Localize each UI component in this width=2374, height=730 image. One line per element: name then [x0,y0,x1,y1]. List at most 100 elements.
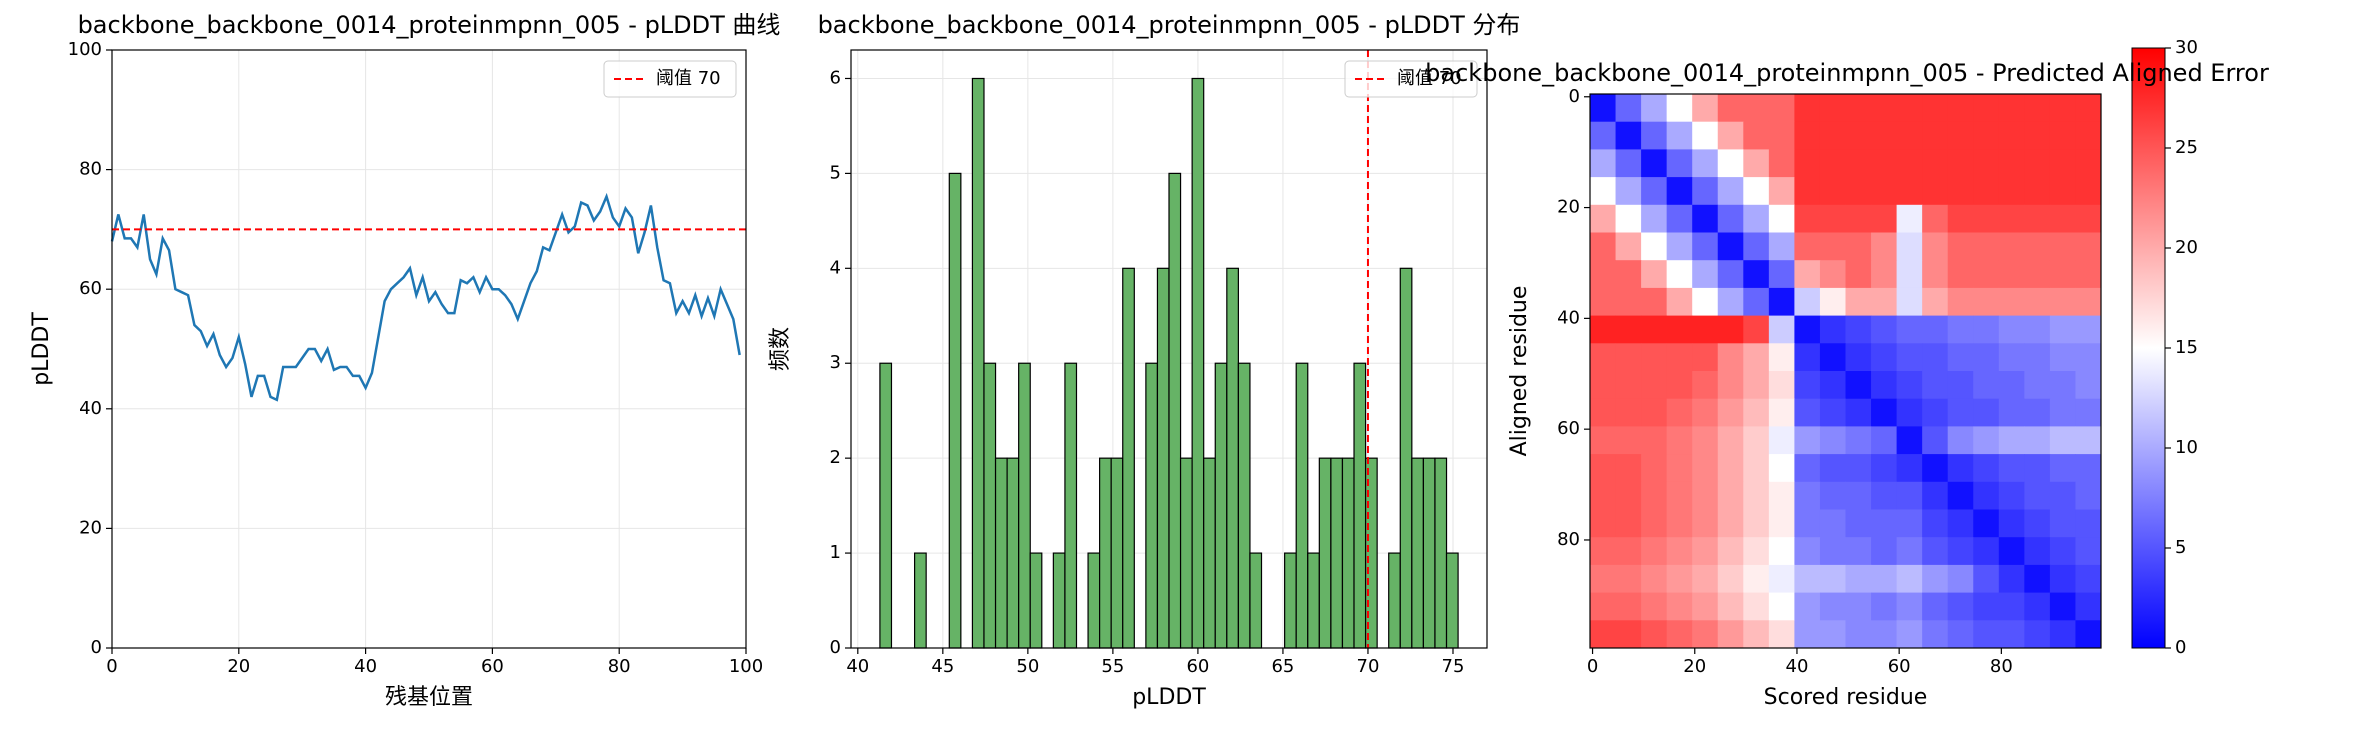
heatmap-cell [1615,177,1642,206]
heatmap-cell [1896,454,1923,483]
heatmap-cell [1692,537,1719,566]
heatmap-cell [1871,454,1898,483]
heatmap-cell [1641,509,1668,538]
heatmap-cell [2075,232,2102,261]
heatmap-cell [2049,537,2076,566]
heatmap-cell [1845,94,1872,123]
heatmap-cell [1973,177,2000,206]
heatmap-cell [1641,315,1668,344]
hist-bar [983,362,997,649]
heatmap-cell [1998,149,2025,178]
heatmap-cell [1896,287,1923,317]
heatmap-cell [1973,343,2000,372]
heatmap-cell [1692,564,1719,594]
legend-box [1344,60,1478,98]
heatmap-cell [1794,260,1821,289]
heatmap-cell [1641,177,1668,206]
hist-bar [913,552,927,649]
colorbar-tick-label: 5 [2175,537,2186,558]
y-tick-label: 80 [1557,529,1580,550]
heatmap-cell [1896,149,1923,178]
heatmap-cell [1819,94,1846,123]
heatmap-cell [1973,509,2000,538]
heatmap-cell [1666,398,1693,427]
heatmap-cell [1717,398,1744,427]
heatmap-cell [1641,454,1668,483]
x-tick-label: 20 [1683,656,1706,677]
heatmap-cell [1922,454,1949,483]
heatmap-cell [2049,343,2076,372]
heatmap-cell [1819,149,1846,178]
heatmap-cell [1768,481,1795,510]
heatmap-cell [1615,454,1642,483]
heatmap-cell [1871,537,1898,566]
heatmap-cell [1871,287,1898,317]
heatmap-cell [1641,149,1668,178]
heatmap-cell [1922,343,1949,372]
heatmap-cell [1590,343,1617,372]
heatmap-cell [1896,509,1923,538]
axes-frame [111,49,747,649]
hist-bar [994,457,1008,649]
heatmap-cell [1896,315,1923,344]
colorbar-tick-label: 0 [2175,637,2186,658]
heatmap-cell [2024,343,2051,372]
heatmap-cell [2024,454,2051,483]
hist-bar [1087,552,1101,649]
heatmap-cell [1717,94,1744,123]
heatmap-cell [1947,426,1974,455]
heatmap-cell [1947,121,1974,150]
heatmap-cell [1717,260,1744,289]
heatmap-cell [2049,620,2076,649]
hist-bar [1307,552,1320,649]
heatmap-cell [1666,177,1693,206]
heatmap-cell [1922,94,1949,123]
hist-bar [1203,457,1216,649]
x-axis-label: Scored residue [1764,685,1928,710]
heatmap-cell [1947,398,1974,427]
heatmap-cell [1896,260,1923,289]
heatmap-cell [1717,371,1744,400]
heatmap-cell [1845,121,1872,150]
heatmap-cell [1819,592,1846,621]
x-tick-label: 40 [1786,656,1809,677]
heatmap-cell [1998,620,2025,649]
heatmap-cell [1768,204,1795,233]
heatmap-cell [1641,564,1668,594]
heatmap-cell [1590,204,1617,233]
heatmap-cell [1692,454,1719,483]
heatmap-cell [1768,260,1795,289]
heatmap-cell [1743,592,1770,621]
heatmap-cell [2024,398,2051,427]
x-tick-label: 60 [1888,656,1911,677]
data-line [110,192,741,402]
heatmap-cell [1590,620,1617,649]
heatmap-cell [2049,564,2076,594]
heatmap-cell [2024,260,2051,289]
heatmap-cell [1794,371,1821,400]
heatmap-cell [1998,481,2025,510]
heatmap-cell [1794,454,1821,483]
heatmap-cell [1666,509,1693,538]
heatmap-cell [1819,620,1846,649]
heatmap-cell [1922,620,1949,649]
heatmap-cell [1794,592,1821,621]
y-tick-label: 100 [68,39,102,60]
heatmap-cell [2075,177,2102,206]
heatmap-cell [1743,287,1770,317]
heatmap-cell [1590,509,1617,538]
heatmap-cell [2049,177,2076,206]
hist-bar [1295,362,1309,649]
hist-bar [1145,362,1159,649]
heatmap-cell [1871,204,1898,233]
heatmap-cell [1590,121,1617,150]
heatmap-cell [2075,287,2102,317]
heatmap-cell [1615,315,1642,344]
heatmap-cell [1692,343,1719,372]
heatmap-cell [1743,620,1770,649]
heatmap-cell [1692,121,1719,150]
heatmap-cell [1743,315,1770,344]
colorbar-tick-label: 20 [2175,237,2198,258]
heatmap-cell [1768,537,1795,566]
heatmap-cell [2024,537,2051,566]
